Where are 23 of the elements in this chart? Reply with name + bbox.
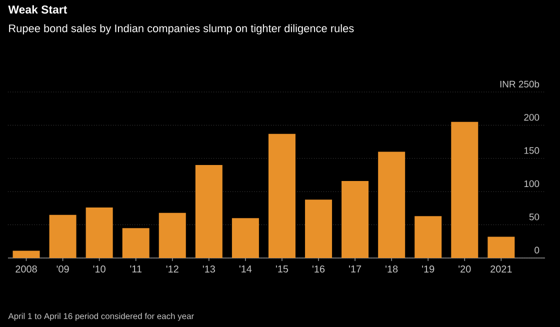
x-tick-label: '18	[386, 266, 398, 273]
chart-subtitle: Rupee bond sales by Indian companies slump on tighter diligence rules	[9, 24, 354, 34]
y-tick-label: INR 250b	[500, 80, 540, 88]
x-tick-label: 2021	[490, 266, 512, 273]
y-tick-label: 0	[534, 246, 540, 254]
x-tick-label: '12	[166, 266, 178, 272]
y-tick-label: 100	[524, 180, 540, 188]
x-tick-label: '17	[349, 266, 362, 272]
x-tick-label: '14	[239, 266, 252, 272]
x-tick-label: 2008	[16, 266, 37, 273]
x-tick-label: '10	[93, 266, 106, 273]
x-tick-label: '09	[56, 266, 69, 273]
y-tick-label: 50	[529, 214, 540, 220]
x-tick-label: '20	[458, 266, 471, 273]
x-tick-label: '13	[202, 266, 215, 273]
x-tick-label: '19	[422, 266, 434, 273]
text: April 1 to April 16 period considered for each year	[8, 312, 194, 321]
chart-title: Weak Start	[8, 5, 68, 14]
x-tick-label: '16	[312, 266, 325, 273]
x-tick-label: '11	[130, 266, 142, 272]
y-tick-label: 150	[524, 147, 540, 154]
x-tick-label: '15	[276, 266, 288, 272]
y-tick-label: 200	[524, 114, 540, 121]
